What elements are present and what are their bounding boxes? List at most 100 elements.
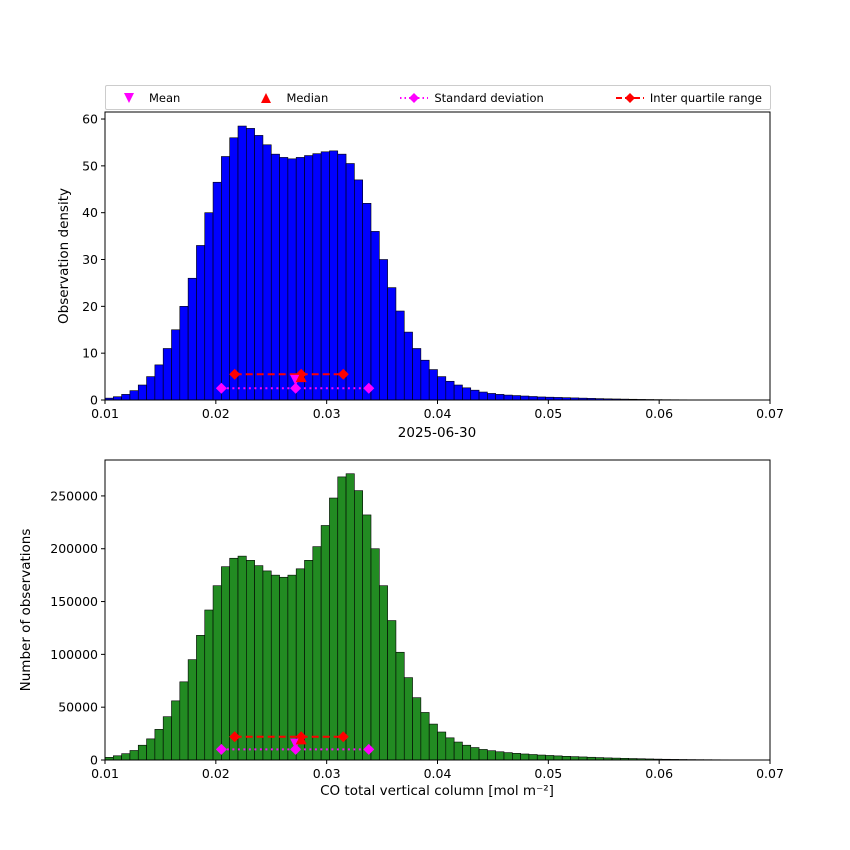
histogram-bar <box>187 659 197 761</box>
bottom-y-axis-label: Number of observations <box>18 529 34 692</box>
histogram-bar <box>553 755 563 761</box>
histogram-bar <box>503 394 513 401</box>
x-tick-label: 0.01 <box>91 766 119 781</box>
histogram-bar <box>212 181 222 401</box>
y-tick-label: 60 <box>82 112 98 127</box>
legend-item-inter-quartile-range: Inter quartile range <box>615 91 762 105</box>
histogram-bar <box>512 753 521 761</box>
histogram-bar <box>154 364 164 401</box>
histogram-bar <box>229 137 239 401</box>
histogram-bar <box>420 359 430 401</box>
histogram-bar <box>171 700 181 761</box>
legend-item-median: Median <box>251 91 328 105</box>
histogram-bar <box>270 153 280 401</box>
histogram-bar <box>146 376 156 401</box>
histogram-bar <box>196 635 206 761</box>
histogram-bar <box>395 310 405 401</box>
median-marker <box>295 371 307 383</box>
histogram-bar <box>462 744 472 761</box>
histogram-bar <box>154 729 164 761</box>
histogram-bar <box>295 568 305 761</box>
histogram-bar <box>254 565 264 761</box>
iqr-high-diamond <box>337 731 349 743</box>
histogram-bar <box>561 755 571 761</box>
y-tick-label: 250000 <box>50 488 98 503</box>
legend-marker <box>409 92 420 103</box>
histogram-bar <box>536 754 546 761</box>
legend-marker <box>261 92 272 103</box>
histogram-bar <box>445 737 455 761</box>
x-axis-label: CO total vertical column [mol m⁻²] <box>320 783 554 799</box>
histogram-bar <box>370 548 380 761</box>
histogram-bar <box>162 348 172 401</box>
histogram-bar <box>254 135 264 401</box>
histogram-bar <box>345 473 355 761</box>
histogram-bar <box>196 245 206 401</box>
y-tick-label: 20 <box>82 299 98 314</box>
top-y-axis-label: Observation density <box>56 188 72 324</box>
legend-label: Inter quartile range <box>649 90 762 105</box>
histogram-bar <box>137 384 147 401</box>
y-tick-label: 10 <box>82 346 98 361</box>
histogram-bar <box>387 620 397 761</box>
histogram-bar <box>520 395 530 401</box>
number-of-observations-plot: 0.01 0.02 0.03 0.04 0.05 0.06 0.07 0 50000 100000… <box>50 459 784 781</box>
histogram-bar <box>453 384 463 401</box>
histogram-bar <box>212 585 222 761</box>
histogram-bar <box>287 574 297 761</box>
histogram-bar <box>420 712 430 761</box>
histogram-bar <box>478 749 488 761</box>
iqr-low-diamond <box>229 368 241 380</box>
histogram-bar <box>129 390 139 401</box>
legend-label: Median <box>286 90 329 105</box>
histogram-bar <box>237 555 247 761</box>
x-tick-label: 0.06 <box>645 406 673 421</box>
x-tick-label: 0.05 <box>534 406 562 421</box>
observation-density-plot: 0.01 0.02 0.03 0.04 0.05 0.06 0.07 0 10 20 30 40 50 6… <box>82 111 784 421</box>
x-tick-label: 0.04 <box>424 766 452 781</box>
histogram-bar <box>354 490 363 761</box>
diamond-icon <box>400 92 429 103</box>
histogram-bar <box>312 546 322 761</box>
histogram-bar <box>512 395 521 401</box>
histogram-bar <box>129 750 139 761</box>
y-tick-label: 40 <box>82 205 98 220</box>
histogram-bar <box>495 751 505 761</box>
x-tick-label: 0.05 <box>534 766 562 781</box>
histogram-bar <box>113 755 122 761</box>
y-tick-label: 30 <box>82 252 98 267</box>
y-tick-label: 0 <box>90 393 98 408</box>
legend-item-mean: Mean <box>114 91 180 105</box>
histogram-bar <box>262 144 272 401</box>
histogram-bar <box>462 387 472 401</box>
histogram-bar <box>428 723 438 761</box>
std-low-diamond <box>215 743 227 755</box>
histogram-bar <box>445 380 455 401</box>
histogram-bar <box>412 348 422 401</box>
median-marker <box>295 733 307 745</box>
histogram-bar <box>171 329 181 401</box>
histogram-bar <box>370 231 380 401</box>
histogram-bar <box>345 163 355 401</box>
x-tick-label: 0.03 <box>313 766 341 781</box>
y-tick-label: 0 <box>90 753 98 768</box>
histogram-bar <box>403 677 413 761</box>
histogram-bar <box>570 756 580 761</box>
legend-marker <box>124 92 134 103</box>
histogram-bar <box>362 514 372 761</box>
histogram-bar <box>545 755 555 761</box>
histogram-bar <box>337 476 347 761</box>
histogram-bar <box>428 369 438 401</box>
y-tick-label: 150000 <box>50 594 98 609</box>
histogram-bar <box>146 738 156 761</box>
histogram-bar <box>237 125 247 401</box>
histogram-bar <box>520 753 530 761</box>
histogram-bar <box>279 576 289 761</box>
triangle-down-icon <box>124 92 134 103</box>
diamond-icon <box>615 92 644 103</box>
histogram-bar <box>312 153 322 401</box>
histogram-bar <box>287 158 297 401</box>
histogram-bar <box>320 525 330 761</box>
x-tick-label: 0.02 <box>202 406 230 421</box>
